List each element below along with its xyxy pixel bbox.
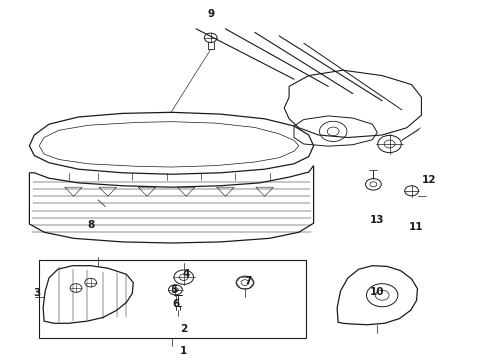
Text: 7: 7 <box>244 276 251 286</box>
Text: 3: 3 <box>33 288 40 298</box>
Text: 6: 6 <box>173 299 180 309</box>
Text: 9: 9 <box>207 9 214 19</box>
Text: 11: 11 <box>409 222 424 232</box>
Text: 4: 4 <box>182 269 190 279</box>
Text: 8: 8 <box>87 220 94 230</box>
Text: 5: 5 <box>171 285 177 295</box>
Text: 12: 12 <box>421 175 436 185</box>
Text: 1: 1 <box>180 346 187 356</box>
Text: 2: 2 <box>180 324 187 334</box>
Text: 13: 13 <box>370 215 385 225</box>
Text: 10: 10 <box>370 287 385 297</box>
